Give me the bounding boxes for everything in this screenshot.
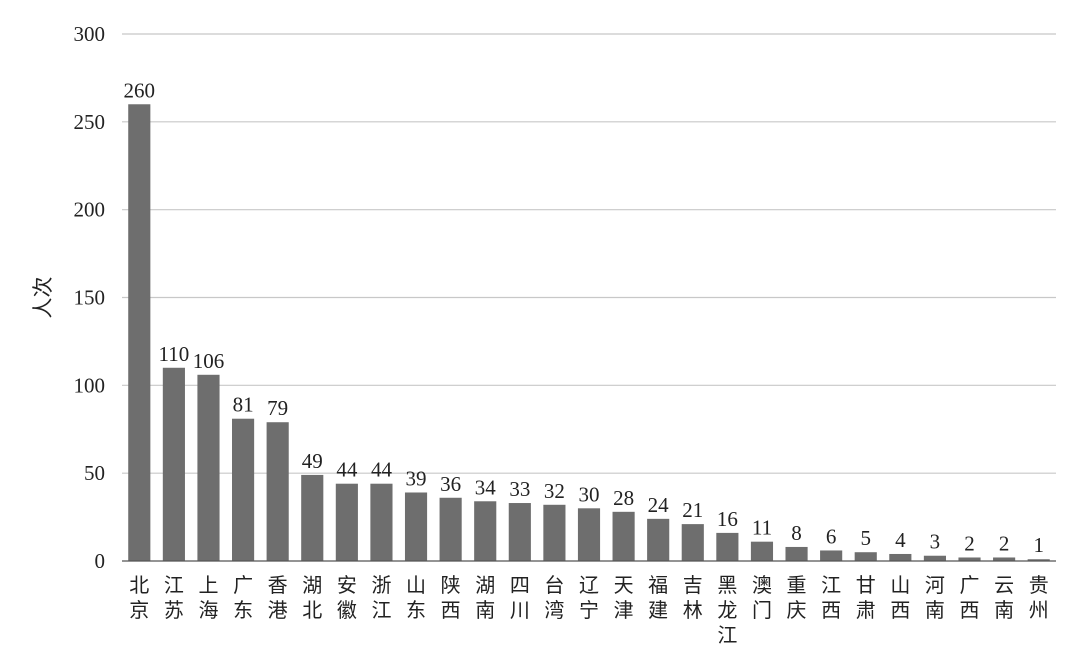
y-axis-ticks: 0 50 100 150 200 250 300 bbox=[74, 22, 106, 573]
bar bbox=[820, 550, 843, 561]
data-label: 4 bbox=[895, 528, 906, 552]
data-label: 39 bbox=[406, 466, 427, 490]
bar bbox=[404, 492, 428, 561]
bar bbox=[128, 104, 151, 562]
category-label: 重庆 bbox=[787, 573, 807, 622]
bar bbox=[785, 546, 808, 561]
data-label: 11 bbox=[752, 516, 772, 540]
category-label: 江西 bbox=[821, 573, 841, 622]
bar bbox=[1027, 559, 1050, 561]
data-label: 79 bbox=[267, 396, 288, 420]
bar bbox=[681, 524, 704, 561]
y-tick-label: 250 bbox=[74, 110, 106, 134]
category-label: 湖南 bbox=[475, 573, 495, 622]
category-label: 吉林 bbox=[683, 573, 703, 622]
category-label: 北京 bbox=[129, 573, 149, 622]
data-label: 36 bbox=[440, 472, 461, 496]
data-label: 32 bbox=[544, 479, 565, 503]
category-label: 陕西 bbox=[441, 573, 461, 622]
category-label: 山东 bbox=[406, 573, 426, 622]
bar bbox=[716, 532, 739, 561]
bar bbox=[301, 474, 324, 561]
category-label: 贵州 bbox=[1029, 573, 1049, 622]
category-label: 广西 bbox=[960, 573, 980, 622]
category-label: 山西 bbox=[890, 573, 910, 622]
data-label: 2 bbox=[999, 531, 1010, 555]
y-tick-label: 0 bbox=[95, 549, 106, 573]
data-label: 81 bbox=[233, 393, 254, 417]
data-label: 2 bbox=[964, 531, 975, 555]
category-labels: 北京江苏上海广东香港湖北安徽浙江山东陕西湖南四川台湾辽宁天津福建吉林黑龙江澳门重… bbox=[129, 573, 1048, 647]
data-label: 6 bbox=[826, 524, 837, 548]
category-label: 浙江 bbox=[371, 573, 391, 622]
data-label: 44 bbox=[371, 458, 393, 482]
bar bbox=[474, 501, 497, 561]
bar bbox=[197, 374, 220, 561]
y-tick-label: 150 bbox=[74, 286, 106, 310]
bar bbox=[923, 555, 946, 561]
data-label: 110 bbox=[159, 342, 190, 366]
bar bbox=[543, 504, 566, 561]
bar bbox=[889, 553, 912, 561]
data-label: 28 bbox=[613, 486, 634, 510]
category-label: 安徽 bbox=[337, 573, 357, 622]
bars bbox=[128, 104, 1050, 562]
bar bbox=[993, 557, 1016, 561]
category-label: 江苏 bbox=[164, 573, 184, 622]
category-label: 香港 bbox=[268, 573, 288, 622]
data-label: 49 bbox=[302, 449, 323, 473]
data-label: 30 bbox=[579, 482, 600, 506]
data-label: 1 bbox=[1033, 533, 1044, 557]
category-label: 澳门 bbox=[752, 573, 772, 622]
data-label: 5 bbox=[860, 526, 871, 550]
data-label: 44 bbox=[336, 458, 358, 482]
bar bbox=[370, 483, 393, 561]
y-axis-title: 人次 bbox=[31, 277, 55, 319]
bar bbox=[647, 518, 670, 561]
category-label: 广东 bbox=[233, 573, 253, 622]
gridlines bbox=[122, 33, 1056, 474]
bar bbox=[335, 483, 358, 561]
y-tick-label: 100 bbox=[74, 373, 106, 397]
data-label: 24 bbox=[648, 493, 670, 517]
bar bbox=[577, 508, 601, 561]
data-label: 3 bbox=[930, 530, 941, 554]
y-tick-label: 200 bbox=[74, 198, 106, 222]
data-label: 34 bbox=[475, 475, 497, 499]
category-label: 辽宁 bbox=[579, 573, 599, 622]
bar bbox=[750, 541, 774, 561]
category-label: 湖北 bbox=[302, 573, 322, 622]
data-label: 33 bbox=[509, 477, 530, 501]
bar bbox=[612, 511, 635, 561]
bar bbox=[958, 557, 981, 561]
category-label: 台湾 bbox=[544, 573, 564, 622]
category-label: 上海 bbox=[198, 573, 218, 622]
bar bbox=[232, 418, 255, 561]
category-label: 天津 bbox=[614, 573, 634, 622]
category-label: 河南 bbox=[925, 573, 945, 622]
bar bbox=[162, 367, 185, 561]
data-label: 260 bbox=[124, 78, 156, 102]
category-label: 云南 bbox=[994, 573, 1014, 622]
category-label: 黑龙江 bbox=[717, 573, 737, 647]
data-label: 106 bbox=[193, 349, 225, 373]
data-label: 21 bbox=[682, 498, 703, 522]
data-label: 16 bbox=[717, 507, 738, 531]
category-label: 福建 bbox=[648, 573, 668, 622]
y-tick-label: 50 bbox=[84, 461, 105, 485]
bar bbox=[854, 552, 877, 561]
category-label: 四川 bbox=[510, 573, 530, 622]
category-label: 甘肃 bbox=[856, 573, 876, 622]
y-tick-label: 300 bbox=[74, 22, 106, 46]
bar bbox=[439, 497, 462, 561]
bar bbox=[508, 503, 531, 561]
bar bbox=[266, 422, 289, 561]
data-label: 8 bbox=[791, 521, 802, 545]
